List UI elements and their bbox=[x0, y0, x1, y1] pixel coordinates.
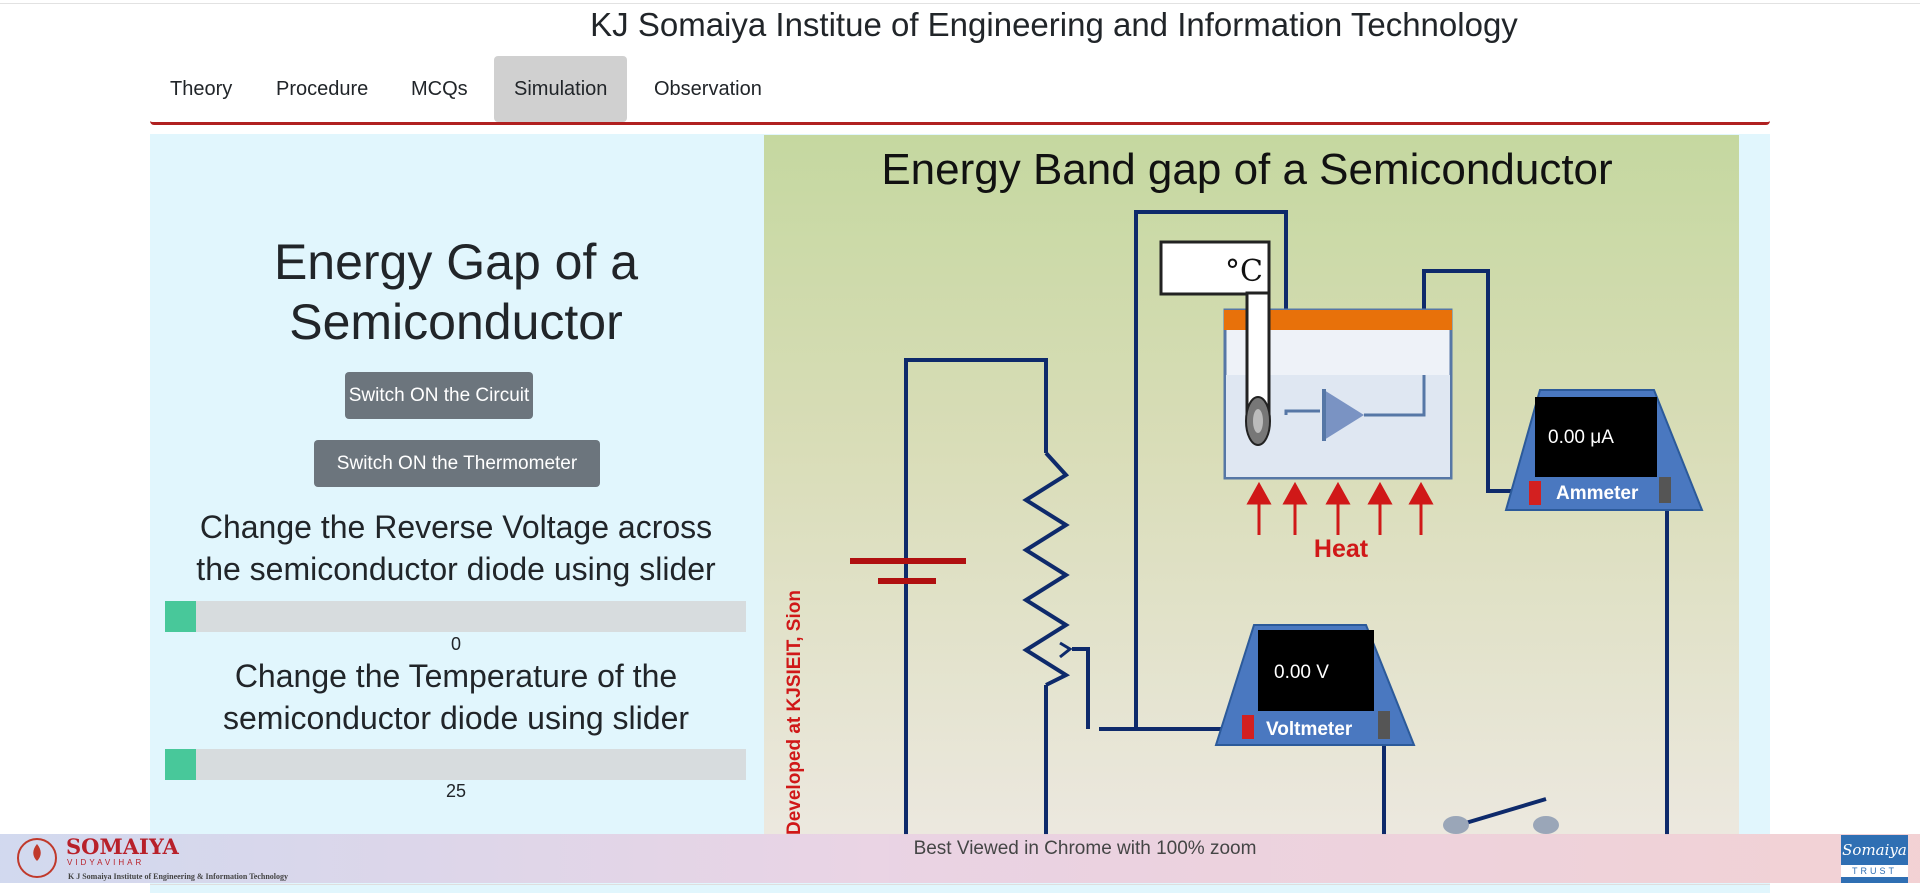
voltage-label-line1: Change the Reverse Voltage across bbox=[199, 509, 713, 545]
thermometer-icon bbox=[1159, 240, 1271, 446]
tab-simulation[interactable]: Simulation bbox=[494, 56, 628, 122]
wire-battery-rheostat bbox=[904, 358, 1048, 835]
temperature-slider[interactable] bbox=[165, 749, 746, 780]
voltmeter-label: Voltmeter bbox=[1266, 719, 1353, 740]
temperature-slider-thumb[interactable] bbox=[165, 749, 196, 780]
somaiya-vidyavihar-logo: SOMAIYA VIDYAVIHAR K J Somaiya Institute… bbox=[14, 834, 334, 883]
voltage-slider-label: Change the Reverse Voltage across the se… bbox=[150, 506, 762, 590]
tab-procedure[interactable]: Procedure bbox=[276, 78, 369, 100]
wire-wiper bbox=[1072, 647, 1090, 729]
switch-on-circuit-button[interactable]: Switch ON the Circuit bbox=[345, 372, 533, 419]
logo-caption: K J Somaiya Institute of Engineering & I… bbox=[68, 872, 288, 881]
logo-emblem-icon bbox=[17, 838, 57, 878]
circuit-switch[interactable] bbox=[1443, 797, 1559, 834]
site-title: KJ Somaiya Institue of Engineering and I… bbox=[590, 6, 1518, 43]
voltmeter-reading: 0.00 V bbox=[1274, 662, 1329, 683]
top-divider bbox=[0, 3, 1920, 4]
logo-name: SOMAIYA bbox=[66, 834, 179, 859]
ammeter-label: Ammeter bbox=[1556, 483, 1639, 504]
simulation-heading: Energy Band gap of a Semiconductor bbox=[881, 145, 1612, 194]
nav-bar: Theory Procedure MCQs Simulation Observa… bbox=[150, 56, 1770, 125]
bottom-divider bbox=[150, 884, 1770, 885]
circuit-diagram: Energy Band gap of a Semiconductor bbox=[784, 145, 1704, 835]
ammeter-reading: 0.00 μA bbox=[1548, 427, 1614, 448]
temp-label-line1: Change the Temperature of the bbox=[234, 658, 678, 694]
voltage-label-line2: the semiconductor diode using slider bbox=[196, 551, 716, 587]
wire-diode-ammeter bbox=[1422, 269, 1534, 493]
browser-note: Best Viewed in Chrome with 100% zoom bbox=[913, 838, 1257, 859]
developer-credit: Developed at KJSIEIT, Sion bbox=[784, 590, 805, 835]
temp-label-line2: semiconductor diode using slider bbox=[222, 700, 690, 736]
switch-on-thermometer-button[interactable]: Switch ON the Thermometer bbox=[314, 440, 600, 487]
rheostat-wiper-arrow bbox=[1059, 641, 1073, 659]
ammeter-icon bbox=[1504, 389, 1704, 511]
heat-label: Heat bbox=[1314, 535, 1369, 563]
trust-logo-sub: TRUST bbox=[1841, 865, 1908, 877]
rheostat-icon bbox=[1022, 451, 1071, 687]
voltage-value: 0 bbox=[450, 634, 461, 654]
somaiya-trust-logo: Somaiya TRUST bbox=[1841, 835, 1908, 883]
tab-observation[interactable]: Observation bbox=[654, 78, 762, 100]
circuit-simulation: Energy Band gap of a Semiconductor bbox=[764, 135, 1739, 835]
logo-subname: VIDYAVIHAR bbox=[67, 858, 144, 867]
tab-mcqs[interactable]: MCQs bbox=[411, 78, 468, 100]
voltage-slider-thumb[interactable] bbox=[165, 601, 196, 632]
page-title-line1: Energy Gap of a bbox=[273, 234, 639, 290]
wire-to-diode bbox=[1134, 210, 1288, 729]
temperature-value: 25 bbox=[445, 781, 467, 801]
footer-bar: Best Viewed in Chrome with 100% zoom bbox=[0, 834, 1920, 883]
trust-logo-name: Somaiya bbox=[1842, 841, 1907, 859]
page-title-line2: Semiconductor bbox=[289, 294, 623, 350]
temperature-slider-label: Change the Temperature of the semiconduc… bbox=[150, 655, 762, 739]
diode-icon bbox=[1284, 375, 1426, 441]
voltmeter-icon bbox=[1214, 624, 1416, 746]
page-title: Energy Gap of a Semiconductor bbox=[150, 232, 762, 352]
controls-column: Energy Gap of a Semiconductor Switch ON … bbox=[150, 134, 762, 834]
thermometer-unit: °C bbox=[1225, 254, 1263, 289]
battery-icon bbox=[850, 558, 966, 584]
voltage-slider[interactable] bbox=[165, 601, 746, 632]
tab-theory[interactable]: Theory bbox=[170, 78, 233, 100]
heat-arrows-icon bbox=[1246, 481, 1434, 535]
